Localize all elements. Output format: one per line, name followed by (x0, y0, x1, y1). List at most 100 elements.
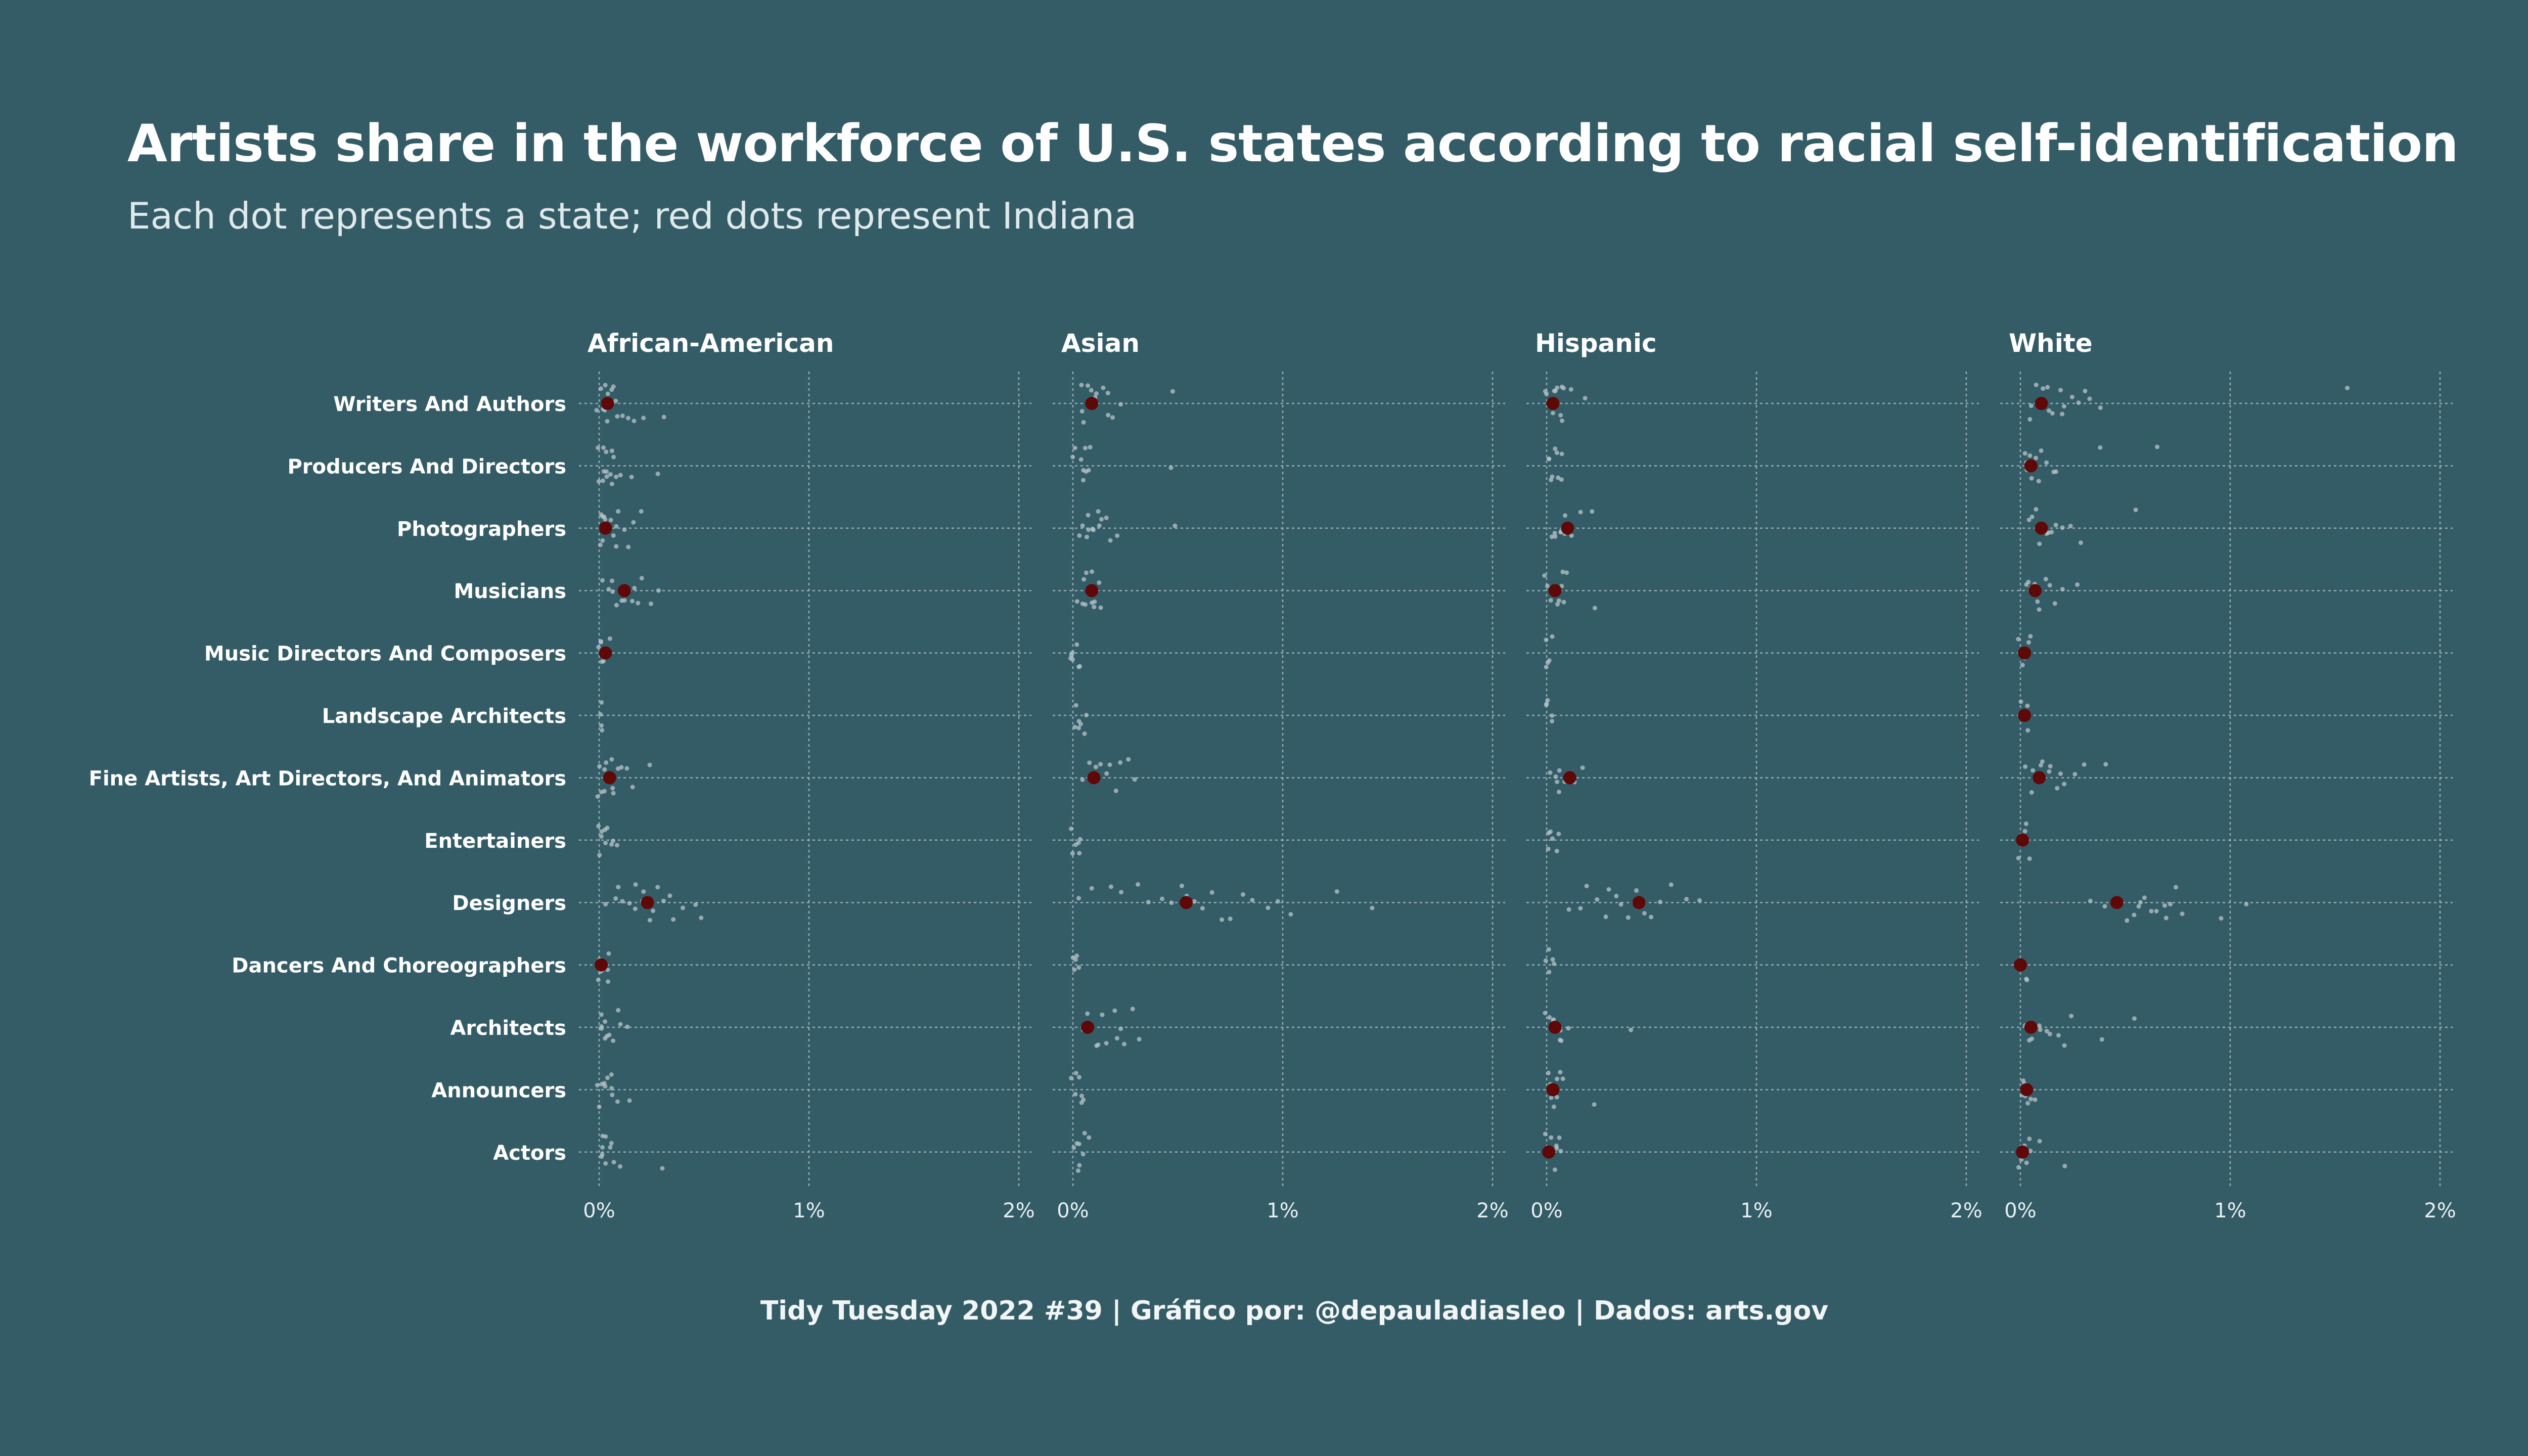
state-dot (605, 391, 610, 396)
state-dot (1085, 534, 1089, 539)
state-dot (1077, 851, 1082, 856)
state-dot (1559, 451, 1564, 457)
state-dot (605, 826, 610, 831)
state-dot (1629, 1027, 1634, 1032)
state-dot (610, 578, 615, 583)
state-dot (599, 700, 604, 705)
state-dot (2037, 1023, 2042, 1028)
state-dot (611, 1038, 616, 1043)
state-dot (2149, 908, 2154, 914)
state-dot (2034, 382, 2039, 387)
state-dot (599, 1026, 604, 1031)
state-dot (609, 448, 614, 453)
state-dot (1556, 475, 1561, 480)
state-dot (633, 882, 638, 887)
state-dot (661, 898, 666, 903)
state-dot (2023, 821, 2028, 826)
x-tick-label: 0% (1530, 1199, 1562, 1222)
state-dot (1554, 1143, 1559, 1148)
state-dot (1649, 915, 1654, 920)
state-dot (613, 896, 618, 901)
state-dot (1566, 907, 1571, 912)
state-dot (1551, 1104, 1556, 1109)
state-dot (641, 416, 646, 421)
state-dot (603, 1019, 608, 1024)
state-dot (1105, 390, 1110, 395)
state-dot (2244, 901, 2249, 906)
state-dot (1551, 411, 1555, 416)
state-dot (2050, 411, 2055, 416)
state-dot (1104, 771, 1109, 776)
state-dot (1069, 826, 1074, 831)
category-label-architects: Architects (450, 1017, 566, 1040)
state-dot (604, 449, 609, 454)
state-dot (600, 578, 605, 583)
state-dot (1079, 1094, 1084, 1099)
indiana-dot (2033, 771, 2046, 785)
panel-title-white: White (2009, 329, 2093, 358)
state-dot (1553, 774, 1558, 779)
x-tick-label: 0% (2004, 1199, 2036, 1222)
state-dot (2076, 400, 2081, 405)
state-dot (1250, 898, 1255, 902)
source-caption: Tidy Tuesday 2022 #39 | Gráfico por: @de… (760, 1296, 1829, 1326)
state-dot (609, 1141, 614, 1146)
state-dot (2088, 898, 2093, 903)
state-dot (1093, 764, 1098, 769)
chart-subtitle: Each dot represents a state; red dots re… (127, 195, 1137, 237)
indiana-dot (2014, 958, 2027, 972)
state-dot (599, 790, 604, 795)
state-dot (1558, 1149, 1563, 1154)
state-dot (1553, 446, 1558, 451)
state-dot (2034, 456, 2039, 461)
state-dot (615, 1099, 620, 1104)
state-dot (2060, 525, 2065, 530)
state-dot (647, 762, 652, 767)
state-dot (2034, 507, 2039, 512)
state-dot (601, 478, 605, 483)
state-dot (600, 1145, 605, 1150)
state-dot (1160, 896, 1164, 901)
state-dot (1275, 899, 1280, 904)
state-dot (2023, 764, 2028, 769)
state-dot (608, 518, 613, 523)
state-dot (1584, 884, 1589, 888)
state-dot (619, 765, 624, 770)
state-dot (2098, 445, 2103, 450)
state-dot (2025, 703, 2030, 708)
state-dot (1192, 899, 1197, 904)
state-dot (620, 414, 625, 418)
state-dot (633, 906, 638, 912)
x-tick-label: 1% (1267, 1199, 1298, 1222)
state-dot (2040, 759, 2045, 764)
state-dot (2037, 607, 2042, 612)
state-dot (1544, 702, 1549, 707)
state-dot (615, 414, 620, 419)
state-dot (1081, 420, 1086, 425)
state-dot (1080, 523, 1085, 528)
category-label-actors: Actors (493, 1142, 566, 1165)
state-dot (2058, 388, 2063, 393)
state-dot (1087, 760, 1092, 765)
state-dot (1618, 902, 1623, 907)
state-dot (1104, 515, 1109, 520)
state-dot (2075, 582, 2080, 587)
panel-title-african-american: African-American (588, 329, 834, 358)
state-dot (667, 893, 672, 898)
state-dot (1086, 527, 1091, 532)
state-dot (1561, 600, 1566, 605)
state-dot (602, 767, 607, 772)
state-dot (631, 419, 637, 424)
state-dot (1552, 531, 1557, 535)
state-dot (1074, 953, 1079, 959)
state-dot (2062, 1043, 2067, 1048)
state-dot (1076, 719, 1081, 724)
state-dot (2103, 762, 2108, 767)
state-dot (1096, 1042, 1101, 1047)
state-dot (622, 527, 627, 532)
state-dot (2026, 640, 2031, 645)
state-dot (1592, 606, 1597, 611)
state-dot (609, 1072, 614, 1077)
x-tick-label: 1% (2214, 1199, 2246, 1222)
state-dot (1073, 1091, 1078, 1097)
